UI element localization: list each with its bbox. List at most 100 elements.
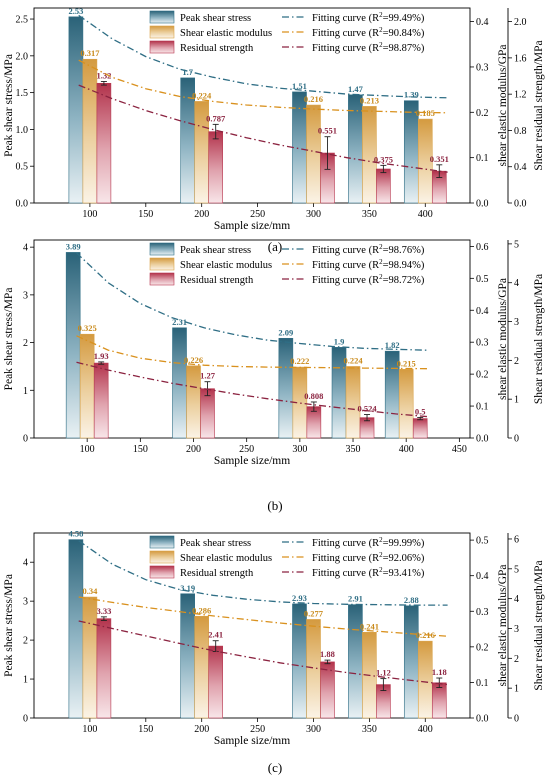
fit-curve-residual [78,620,448,686]
y3-tick-label: 4 [514,594,519,605]
y3-tick-label: 4 [514,278,519,289]
y3-tick-label: 3 [514,624,519,635]
legend-label: Shear elastic modulus [180,28,272,39]
data-label: 0.325 [78,323,97,333]
legend-label: Fitting curve (R2=99.49%) [312,11,425,24]
shear-elastic-modulus-bar [417,640,433,719]
y2-tick-label: 0.5 [476,274,489,285]
residual-strength-bar [96,82,112,204]
y2-axis-label: shear elastic modulus/GPa [497,278,509,400]
data-label: 1.88 [320,649,335,659]
x-tick-label: 400 [418,209,433,220]
residual-strength-bar [376,168,391,204]
residual-strength-bar [412,418,428,439]
chart-panel-1: 100 150 200 250 300 350 400 Sample size/mm 0.0 0.… [3,6,545,254]
panel-caption: (c) [268,760,282,775]
data-label: 0.226 [184,355,203,365]
panel-caption: (a) [268,239,282,254]
legend-swatch-shear-elastic-modulus-bar [149,257,175,271]
legend-label: Residual strength [180,568,254,579]
y3-tick-label: 0 [514,714,519,725]
y3-tick-label: 0.0 [514,199,527,210]
legend-swatch-peak-shear-stress-bar [149,535,175,549]
y-tick-label: 3 [23,597,28,608]
x-tick-label: 400 [418,724,433,735]
residual-strength-bar [320,661,335,719]
data-label: 0.215 [397,358,416,368]
legend-label: Fitting curve (R2=98.87%) [312,41,425,54]
legend-swatch-peak-shear-stress-bar [149,242,175,256]
y2-tick-label: 0.3 [476,607,489,618]
x-tick-label: 250 [250,724,265,735]
shear-elastic-modulus-bar [306,619,321,719]
x-tick-label: 350 [346,444,361,455]
shear-elastic-modulus-bar [186,365,201,439]
y-tick-label: 3 [23,290,28,301]
legend-label: Shear elastic modulus [180,260,272,271]
data-label: 0.808 [304,391,323,401]
residual-strength-bar [208,131,223,204]
data-label: 0.375 [374,154,393,164]
data-label: 0.216 [304,94,323,104]
y2-tick-label: 0.4 [476,17,489,28]
y-tick-label: 0.5 [16,162,29,173]
data-label: 2.31 [172,317,187,327]
y2-tick-label: 0.4 [476,571,489,582]
y-tick-label: 0.0 [16,199,29,210]
legend-label: Fitting curve (R2=98.94%) [312,258,425,271]
data-label: 2.53 [68,6,83,16]
plot-frame [33,7,471,204]
y2-tick-label: 0.1 [476,678,489,689]
y3-tick-label: 5 [514,239,519,250]
y3-axis-label: Shear residual strength/MPa [533,40,545,170]
panel-caption: (b) [267,498,282,513]
peak-shear-stress-bar [403,605,419,719]
x-tick-label: 250 [239,444,254,455]
x-tick-label: 100 [80,444,95,455]
data-label: 0.224 [343,355,363,365]
legend-label: Fitting curve (R2=93.41%) [312,566,425,579]
y3-tick-label: 0 [514,434,519,445]
data-label: 1.18 [432,667,447,677]
data-label: 1.27 [200,371,216,381]
fit-curve-shear-modulus [78,59,448,114]
legend-label: Fitting curve (R2=99.99%) [312,536,425,549]
data-label: 0.787 [206,113,226,123]
legend-label: Peak shear stress [180,13,251,24]
x-axis-label: Sample size/mm [214,220,290,232]
data-label: 0.224 [192,90,212,100]
y2-tick-label: 0.0 [476,199,489,210]
legend-label: Shear elastic modulus [180,553,272,564]
data-label: 0.524 [357,404,377,414]
y2-tick-label: 0.3 [476,338,489,349]
x-tick-label: 350 [362,209,377,220]
shear-elastic-modulus-bar [82,596,98,719]
y-tick-label: 2.5 [16,15,29,26]
data-label: 2.41 [208,630,223,640]
data-label: 1.12 [376,668,391,678]
x-tick-label: 450 [452,444,467,455]
fit-curve-shear-modulus [76,335,428,370]
shear-elastic-modulus-bar [398,369,414,439]
legend-swatch-peak-shear-stress-bar [149,10,175,24]
y-tick-label: 1 [23,386,28,397]
shear-elastic-modulus-bar [79,333,95,439]
peak-shear-stress-bar [172,327,187,439]
y2-tick-label: 0.6 [476,242,489,253]
y2-tick-label: 0.1 [476,402,489,413]
fit-curve-peak [78,14,448,99]
data-label: 2.91 [348,594,363,604]
y3-tick-label: 0.4 [514,162,527,173]
peak-shear-stress-bar [278,337,294,439]
residual-strength-bar [93,362,109,439]
y-tick-label: 1 [23,675,28,686]
y-axis-label: Peak shear stress/MPa [3,288,15,391]
data-label: 0.277 [304,608,324,618]
x-tick-label: 200 [194,724,209,735]
x-tick-label: 250 [250,209,265,220]
x-tick-label: 150 [138,724,153,735]
y3-tick-label: 1 [514,684,519,695]
plot-frame [33,239,471,439]
data-label: 1.82 [385,340,400,350]
